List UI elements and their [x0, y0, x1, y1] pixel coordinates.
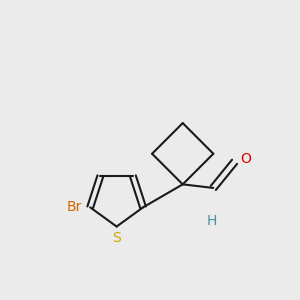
Text: H: H	[206, 214, 217, 228]
Text: S: S	[112, 232, 121, 245]
Text: O: O	[241, 152, 251, 166]
Text: Br: Br	[67, 200, 82, 214]
